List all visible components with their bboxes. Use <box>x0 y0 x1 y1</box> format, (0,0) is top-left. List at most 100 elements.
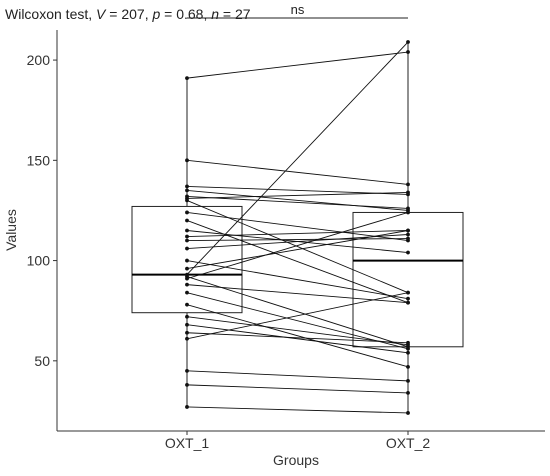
pair-line <box>186 304 409 368</box>
pair-line <box>186 200 409 294</box>
pair-line <box>186 230 409 270</box>
pair-24 <box>185 330 410 345</box>
y-tick-label: 150 <box>27 152 51 168</box>
pair-line <box>186 284 409 304</box>
pair-line <box>186 51 409 79</box>
data-point-oxt2 <box>406 391 410 395</box>
chart-title: Wilcoxon test, V = 207, p = 0.68, n = 27 <box>5 6 251 22</box>
pair-3 <box>185 184 410 197</box>
pair-line <box>186 332 409 344</box>
data-point-oxt2 <box>406 210 410 215</box>
pair-21 <box>185 302 410 369</box>
data-point-oxt1 <box>185 238 189 243</box>
data-point-oxt1 <box>185 302 189 307</box>
pair-27 <box>185 382 410 395</box>
data-point-oxt1 <box>185 266 189 271</box>
pair-line <box>186 292 409 340</box>
data-point-oxt2 <box>406 378 410 383</box>
pair-4 <box>185 188 410 213</box>
pair-1 <box>185 50 410 81</box>
plot-area: ns <box>131 2 464 415</box>
data-point-oxt2 <box>406 346 410 351</box>
pair-line <box>186 260 409 300</box>
x-axis-title: Groups <box>273 452 319 468</box>
data-point-oxt1 <box>185 234 189 239</box>
pair-line <box>186 159 409 185</box>
data-point-oxt2 <box>406 182 410 187</box>
data-point-oxt1 <box>185 210 189 215</box>
y-tick-label: 200 <box>27 52 51 68</box>
pair-line <box>186 324 409 354</box>
pair-line <box>186 238 409 241</box>
data-point-oxt2 <box>406 228 410 233</box>
pair-25 <box>185 290 410 341</box>
pair-20 <box>185 290 410 351</box>
box-1 <box>131 78 243 407</box>
significance-label: ns <box>291 2 305 17</box>
y-tick-label: 50 <box>34 353 50 369</box>
data-point-oxt2 <box>406 340 410 345</box>
data-point-oxt1 <box>185 258 189 263</box>
pair-line <box>186 189 409 211</box>
data-point-oxt2 <box>406 190 410 195</box>
pair-6 <box>185 190 410 201</box>
x-tick-label: OXT_2 <box>386 435 431 451</box>
data-point-oxt2 <box>406 411 410 415</box>
iqr-box <box>131 205 243 314</box>
data-point-oxt1 <box>185 368 189 373</box>
pair-23 <box>185 322 410 355</box>
data-point-oxt2 <box>406 290 410 295</box>
pair-22 <box>185 314 410 347</box>
data-point-oxt1 <box>185 228 189 233</box>
data-point-oxt1 <box>185 322 189 327</box>
data-point-oxt1 <box>185 336 189 341</box>
data-point-oxt2 <box>406 206 410 211</box>
pair-15 <box>185 228 410 271</box>
pair-line <box>186 370 409 382</box>
data-point-oxt2 <box>406 296 410 301</box>
pair-line <box>186 276 409 348</box>
pair-line <box>186 212 409 241</box>
data-point-oxt1 <box>185 218 189 223</box>
data-point-oxt1 <box>185 76 189 81</box>
pair-8 <box>185 210 410 243</box>
pair-line <box>186 212 409 280</box>
data-point-oxt1 <box>185 158 189 163</box>
y-tick-label: 100 <box>27 253 51 269</box>
data-point-oxt1 <box>185 246 189 251</box>
pair-line <box>186 191 409 199</box>
data-point-oxt1 <box>185 282 189 287</box>
pair-line <box>186 406 409 414</box>
pair-19 <box>185 282 410 305</box>
pair-line <box>186 195 409 209</box>
iqr-box <box>352 211 464 348</box>
data-point-oxt1 <box>185 405 189 409</box>
data-point-oxt1 <box>185 184 189 189</box>
pair-14 <box>185 258 410 301</box>
pair-18 <box>185 210 410 281</box>
pair-16 <box>185 40 410 277</box>
data-point-oxt1 <box>185 188 189 193</box>
pair-12 <box>185 236 410 243</box>
pair-line <box>186 220 409 304</box>
y-axis-title: Values <box>3 209 19 251</box>
box-2 <box>352 42 464 413</box>
data-point-oxt2 <box>406 300 410 305</box>
axes: 50 100 150 200 OXT_1 OXT_2 <box>27 52 431 451</box>
pair-28 <box>185 405 410 415</box>
data-point-oxt2 <box>406 250 410 255</box>
pair-line <box>186 41 409 275</box>
data-point-oxt2 <box>406 364 410 369</box>
pair-line <box>186 316 409 346</box>
data-point-oxt1 <box>185 198 189 203</box>
pair-2 <box>185 158 410 187</box>
x-tick-label: OXT_1 <box>165 435 210 451</box>
data-point-oxt1 <box>185 382 189 387</box>
data-point-oxt2 <box>406 350 410 355</box>
pair-26 <box>185 368 410 383</box>
pair-line <box>186 384 409 394</box>
data-point-oxt1 <box>185 290 189 295</box>
data-point-oxt1 <box>185 314 189 319</box>
data-point-oxt2 <box>406 50 410 54</box>
